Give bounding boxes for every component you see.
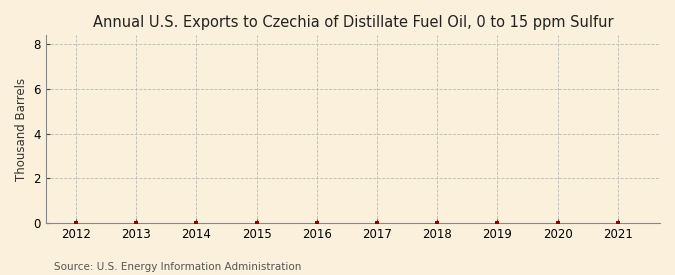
Y-axis label: Thousand Barrels: Thousand Barrels bbox=[15, 78, 28, 181]
Title: Annual U.S. Exports to Czechia of Distillate Fuel Oil, 0 to 15 ppm Sulfur: Annual U.S. Exports to Czechia of Distil… bbox=[92, 15, 614, 30]
Text: Source: U.S. Energy Information Administration: Source: U.S. Energy Information Administ… bbox=[54, 262, 301, 272]
